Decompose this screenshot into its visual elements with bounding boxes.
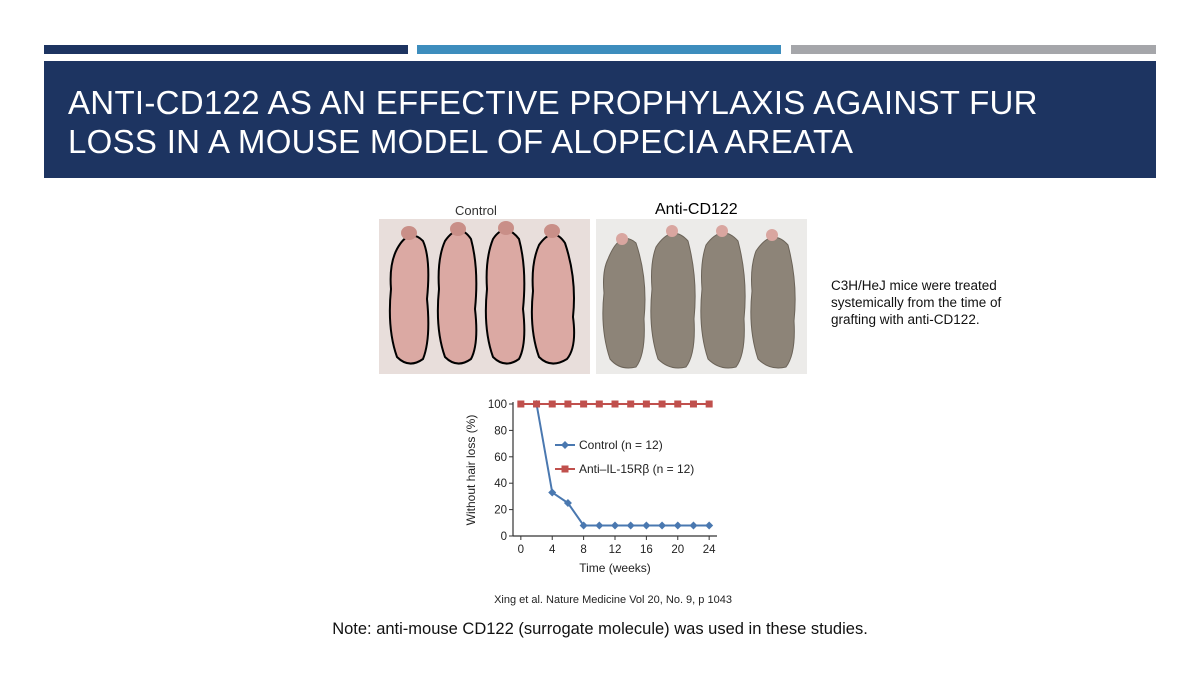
legend-marker-square — [561, 465, 569, 473]
chart-series — [517, 400, 714, 530]
y-tick-label: 80 — [494, 425, 507, 437]
anti-cd122-mice-photo — [596, 219, 807, 374]
control-point — [705, 521, 714, 530]
anti-il15rb-point — [658, 400, 666, 408]
anti-il15rb-point — [517, 400, 525, 408]
control-point — [595, 521, 604, 530]
legend-label: Control (n = 12) — [579, 438, 663, 452]
hair-loss-chart: 0 20 40 60 80 100 0 4 8 12 16 20 24 Time (weeks) Witho… — [464, 399, 717, 575]
x-tick-label: 0 — [518, 544, 524, 556]
title-band: Anti-CD122 as an effective prophylaxis a… — [44, 61, 1156, 178]
y-tick-label: 40 — [494, 478, 507, 490]
x-axis-label: Time (weeks) — [579, 561, 651, 575]
anti-il15rb-point — [564, 400, 572, 408]
x-tick-label: 24 — [703, 544, 716, 556]
x-tick-label: 12 — [609, 544, 622, 556]
x-tick-label: 4 — [549, 544, 556, 556]
legend-marker-diamond — [561, 441, 569, 449]
footnote: Note: anti-mouse CD122 (surrogate molecu… — [332, 620, 868, 638]
control-point — [579, 521, 588, 530]
y-tick-label: 20 — [494, 505, 507, 517]
chart-axes: 0 20 40 60 80 100 0 4 8 12 16 20 24 Time (weeks) Witho… — [464, 399, 717, 575]
control-mice-photo — [379, 219, 590, 374]
anti-il15rb-point — [674, 400, 682, 408]
x-tick-label: 8 — [580, 544, 586, 556]
control-point — [673, 521, 682, 530]
anti-il15rb-point — [642, 400, 650, 408]
accent-bar-navy — [44, 45, 408, 54]
slide-title: Anti-CD122 as an effective prophylaxis a… — [68, 84, 1038, 160]
anti-il15rb-point — [533, 400, 541, 408]
anti-il15rb-point — [611, 400, 619, 408]
anti-il15rb-point — [705, 400, 713, 408]
anti-cd122-photo-label: Anti-CD122 — [655, 201, 738, 218]
y-tick-label: 100 — [488, 399, 507, 411]
citation: Xing et al. Nature Medicine Vol 20, No. … — [494, 594, 732, 606]
legend-label: Anti–IL-15Rβ (n = 12) — [579, 462, 694, 476]
accent-bar-gray — [791, 45, 1156, 54]
figure-caption: C3H/HeJ mice were treated systemically f… — [831, 278, 1002, 327]
x-tick-label: 20 — [671, 544, 684, 556]
control-point — [563, 499, 572, 507]
y-tick-label: 60 — [494, 452, 507, 464]
accent-bar-blue — [417, 45, 781, 54]
y-tick-label: 0 — [501, 531, 507, 543]
control-point — [548, 488, 557, 497]
anti-il15rb-point — [548, 400, 556, 408]
control-point — [626, 521, 635, 530]
y-axis-label: Without hair loss (%) — [464, 415, 478, 526]
control-point — [611, 521, 619, 530]
control-point — [642, 521, 651, 530]
control-point — [689, 521, 698, 530]
x-tick-label: 16 — [640, 544, 653, 556]
anti-il15rb-point — [595, 400, 603, 408]
control-point — [658, 521, 667, 530]
control-photo-label: Control — [455, 203, 497, 218]
anti-il15rb-point — [689, 400, 697, 408]
anti-il15rb-point — [627, 400, 635, 408]
chart-legend: Control (n = 12) Anti–IL-15Rβ (n = 12) — [555, 438, 694, 476]
anti-il15rb-point — [580, 400, 588, 408]
